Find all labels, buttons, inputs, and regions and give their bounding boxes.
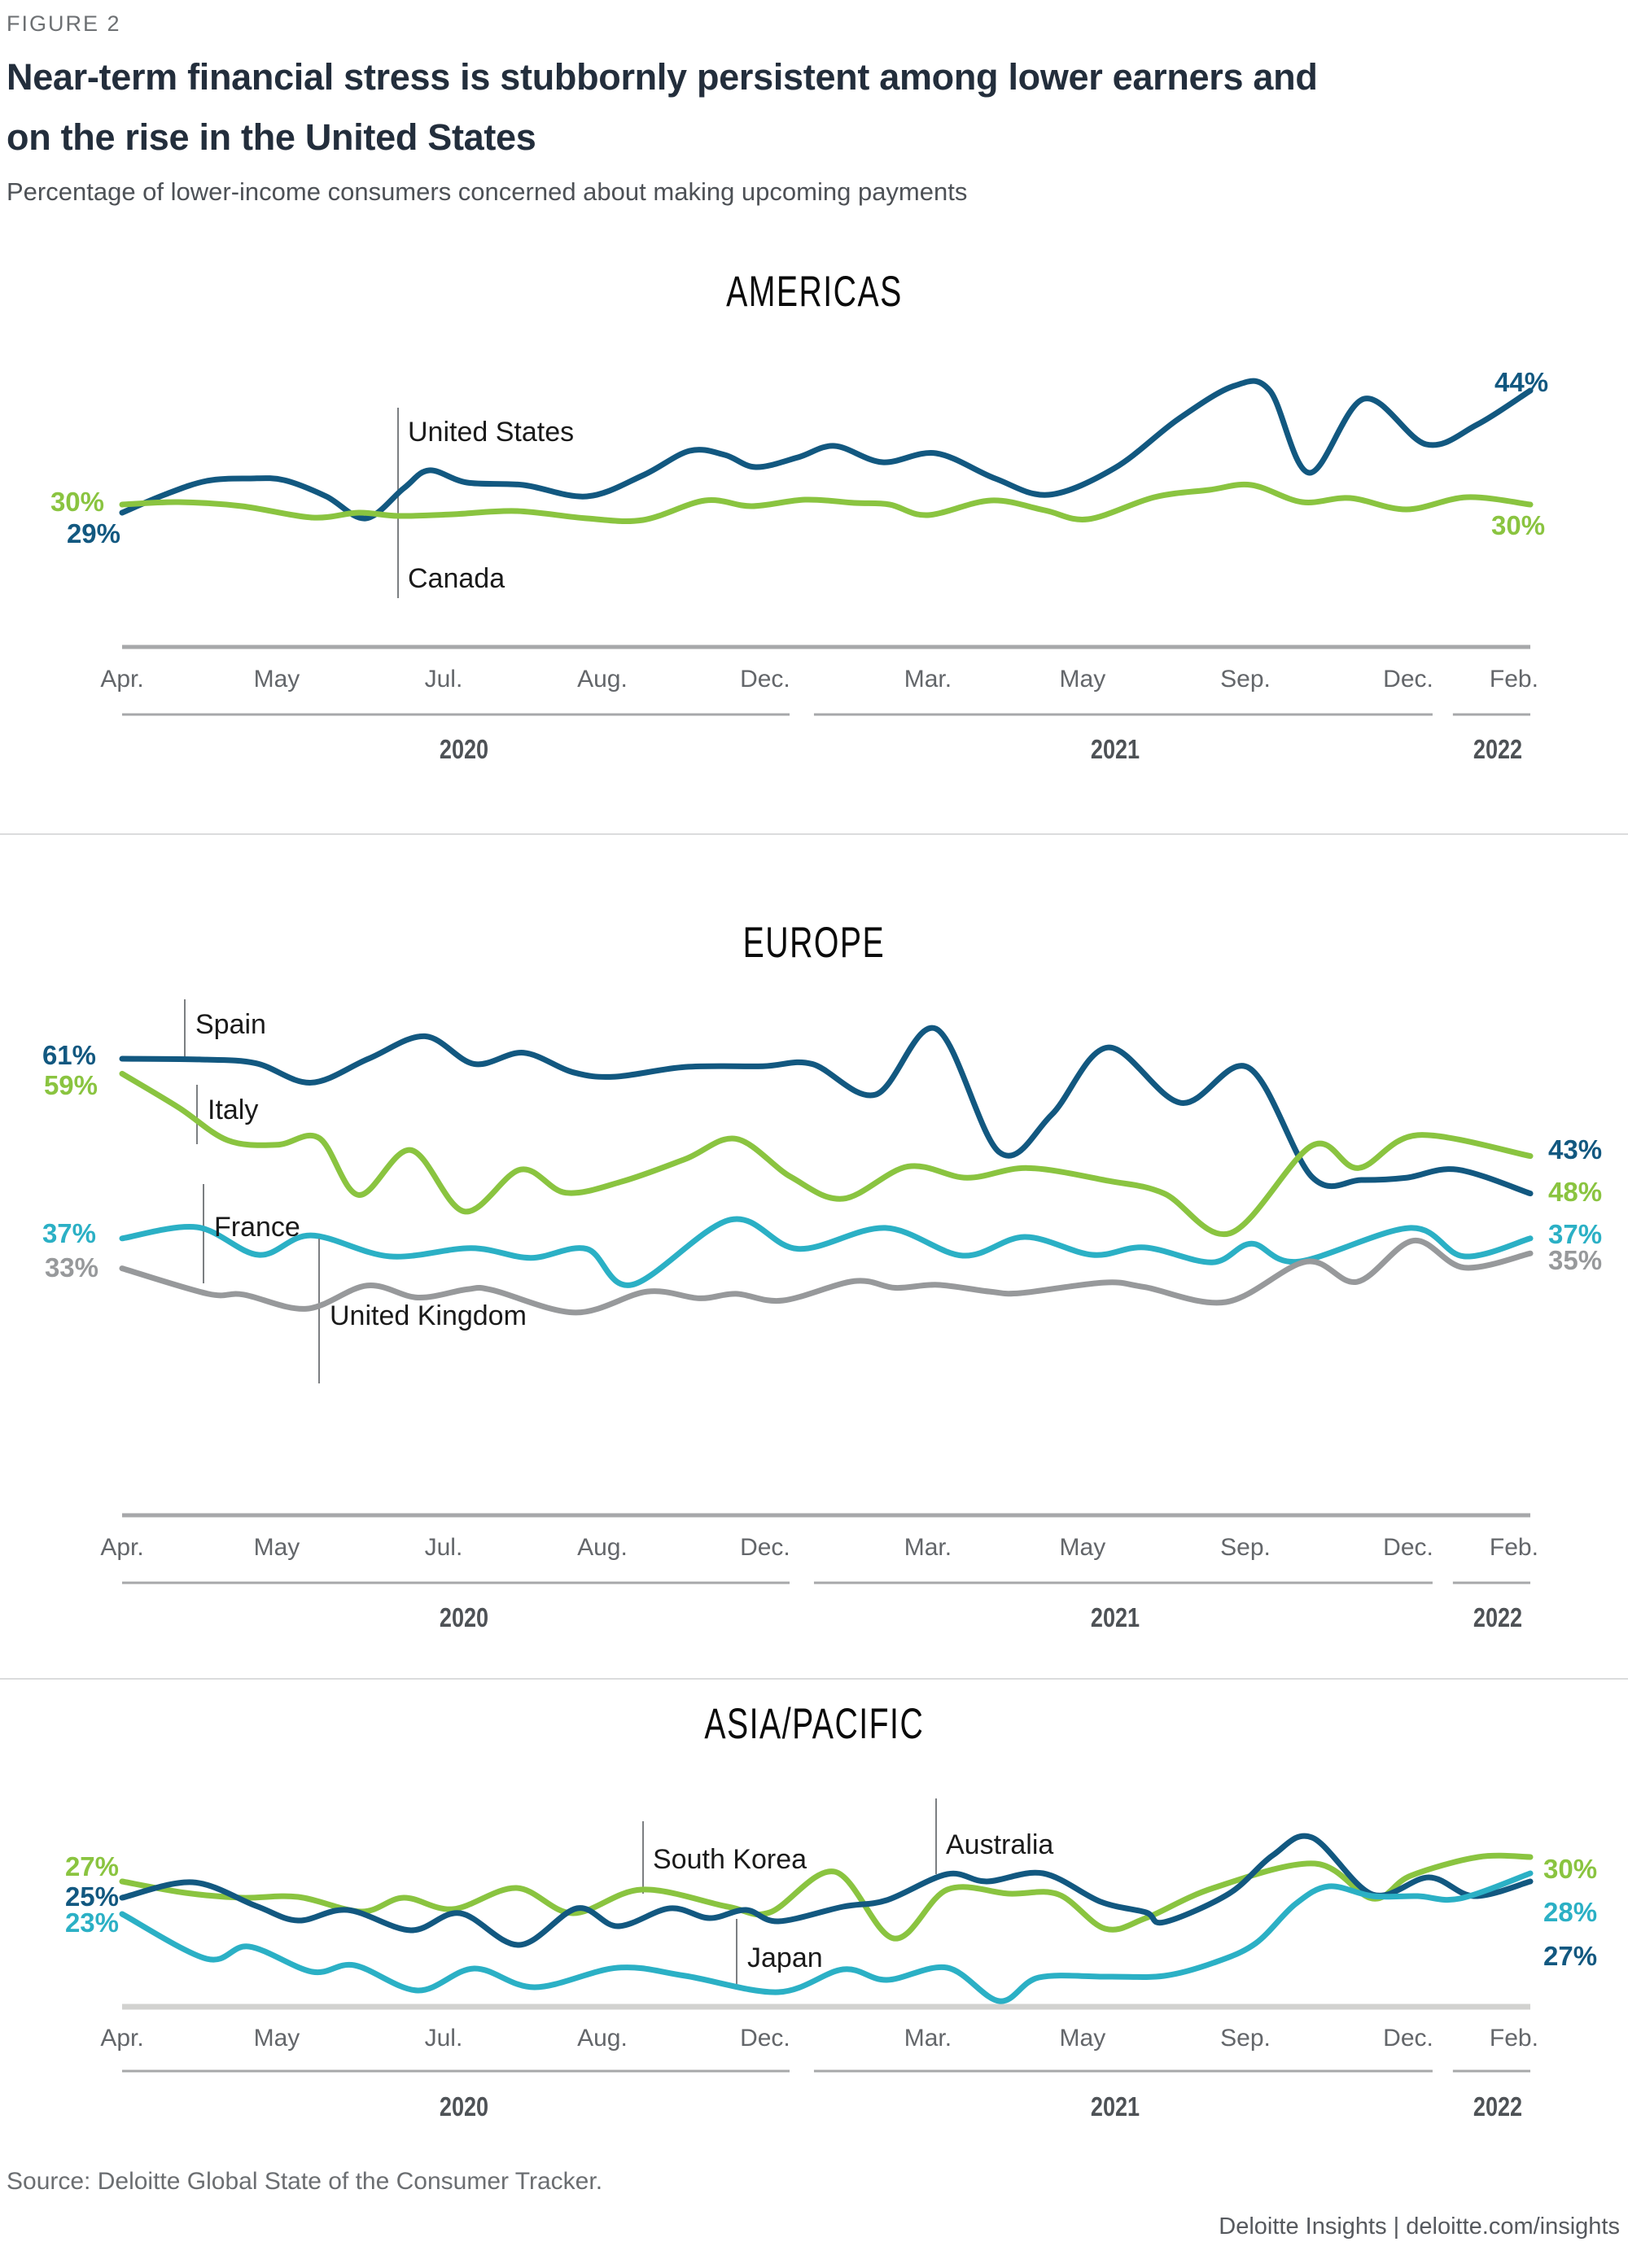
series-line-south-korea (119, 1852, 1534, 1942)
figure-subtitle: Percentage of lower-income consumers con… (7, 177, 968, 206)
series-line-japan (119, 1870, 1534, 2004)
footer-separator: | (1386, 2213, 1407, 2240)
footer-site: deloitte.com/insights (1406, 2213, 1620, 2240)
series-line-united-kingdom (119, 1238, 1534, 1316)
series-line-france (119, 1216, 1534, 1288)
source-note: Source: Deloitte Global State of the Con… (7, 2168, 603, 2195)
footer-brand: Deloitte Insights (1219, 2213, 1387, 2240)
figure-title-line-2: on the rise in the United States (7, 116, 536, 158)
series-line-australia (119, 1833, 1534, 1948)
footer: Deloitte Insights | deloitte.com/insight… (1219, 2213, 1620, 2240)
series-line-united-states (119, 378, 1534, 522)
series-line-spain (119, 1025, 1534, 1197)
series-line-italy (119, 1070, 1534, 1238)
figure-title: Near-term financial stress is stubbornly… (7, 47, 1318, 168)
figure-title-line-1: Near-term financial stress is stubbornly… (7, 56, 1318, 98)
figure-label: FIGURE 2 (7, 11, 121, 36)
series-line-canada (119, 481, 1534, 525)
